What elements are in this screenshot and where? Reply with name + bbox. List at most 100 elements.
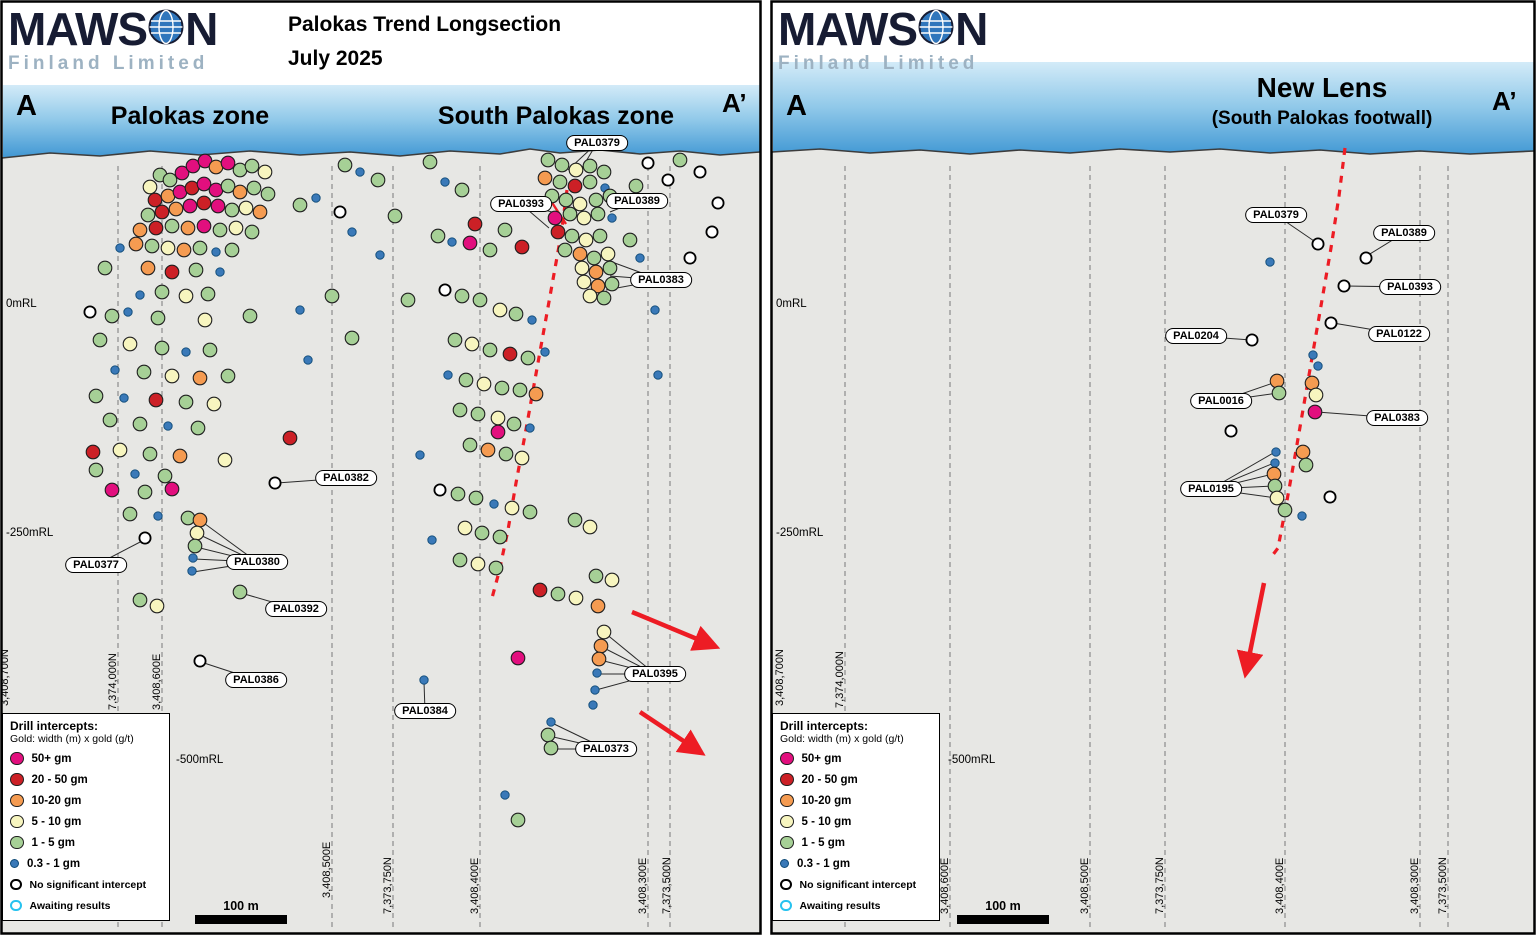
mawson-wordmark: MAWS N xyxy=(778,6,988,52)
legend-label: 50+ gm xyxy=(31,752,72,765)
drill-intercept-dot-g10 xyxy=(537,170,553,186)
drill-intercept-dot-g50 xyxy=(174,165,190,181)
drill-intercept-dot-ns xyxy=(1359,251,1373,265)
drill-intercept-dot-g1 xyxy=(562,206,578,222)
legend-label: 20 - 50 gm xyxy=(801,773,858,786)
hole-label-pal0377: PAL0377 xyxy=(65,557,127,573)
drill-intercept-dot-g1 xyxy=(157,468,173,484)
drill-intercept-dot-g10 xyxy=(192,370,208,386)
drill-intercept-dot-b xyxy=(119,393,129,403)
drill-intercept-dot-g10 xyxy=(593,638,609,654)
drill-intercept-dot-g1 xyxy=(154,340,170,356)
elevation-label: -250mRL xyxy=(6,527,54,539)
drill-intercept-dot-g1 xyxy=(212,222,228,238)
drill-intercept-dot-ns xyxy=(268,476,282,490)
coordinate-label: 7,374,000N xyxy=(107,653,119,710)
coordinate-label: 3,408,700N xyxy=(0,649,11,706)
drill-intercept-dot-b xyxy=(440,177,450,187)
drill-intercept-dot-g1 xyxy=(604,276,620,292)
drill-intercept-dot-g5 xyxy=(470,556,486,572)
right-panel-sky-band xyxy=(772,62,1534,164)
drill-intercept-dot-g20 xyxy=(164,264,180,280)
drill-intercept-dot-g1 xyxy=(220,368,236,384)
legend-dot-ns xyxy=(780,878,792,891)
drill-intercept-dot-g1 xyxy=(400,292,416,308)
hole-label-pal0393: PAL0393 xyxy=(1379,279,1441,295)
drill-intercept-dot-g1 xyxy=(88,462,104,478)
drill-intercept-dot-ns xyxy=(641,156,655,170)
legend-dot-aw xyxy=(780,899,792,912)
drill-intercept-dot-g1 xyxy=(1271,385,1287,401)
legend-item-g20: 20 - 50 gm xyxy=(10,769,162,790)
hole-label-pal0383: PAL0383 xyxy=(630,272,692,288)
drill-intercept-dot-g1 xyxy=(104,308,120,324)
drill-intercept-dot-g20 xyxy=(282,430,298,446)
legend-label: 10-20 gm xyxy=(31,794,82,807)
drill-intercept-dot-g5 xyxy=(476,376,492,392)
drill-intercept-dot-g10 xyxy=(252,204,268,220)
drill-intercept-dot-g1 xyxy=(512,382,528,398)
drill-intercept-dot-b xyxy=(181,347,191,357)
drill-intercept-dot-ns xyxy=(1311,237,1325,251)
drill-intercept-dot-g1 xyxy=(162,172,178,188)
drill-intercept-dot-ns xyxy=(1337,279,1351,293)
brand-text-pre: MAWS xyxy=(8,3,148,55)
drill-intercept-dot-ns xyxy=(711,196,725,210)
drill-intercept-dot-b xyxy=(427,535,437,545)
drill-intercept-dot-g5 xyxy=(228,220,244,236)
drill-intercept-dot-b xyxy=(188,553,198,563)
drill-intercept-dot-g5 xyxy=(582,288,598,304)
legend-item-aw: Awaiting results xyxy=(10,895,162,916)
hole-label-pal0379: PAL0379 xyxy=(1245,207,1307,223)
drill-intercept-dot-g1 xyxy=(540,727,556,743)
drill-intercept-dot-g5 xyxy=(568,590,584,606)
drill-intercept-dot-g10 xyxy=(480,442,496,458)
zone-title-south-palokas: South Palokas zone xyxy=(437,102,675,130)
coordinate-label: 3,408,700N xyxy=(774,649,786,706)
drill-intercept-dot-g1 xyxy=(188,262,204,278)
coordinate-label: 7,374,000N xyxy=(834,651,846,708)
drill-intercept-dot-ns xyxy=(1245,333,1259,347)
drill-intercept-dot-ns xyxy=(705,225,719,239)
drill-intercept-dot-g1 xyxy=(510,812,526,828)
hole-label-pal0380: PAL0380 xyxy=(226,554,288,570)
drill-intercept-dot-g10 xyxy=(140,260,156,276)
drill-intercept-dot-g1 xyxy=(602,260,618,276)
legend-item-b: 0.3 - 1 gm xyxy=(780,853,932,874)
drill-intercept-dot-g1 xyxy=(242,308,258,324)
drill-intercept-dot-b xyxy=(415,450,425,460)
drill-intercept-dot-g1 xyxy=(567,512,583,528)
hole-label-pal0122: PAL0122 xyxy=(1368,326,1430,342)
drill-intercept-dot-g1 xyxy=(488,560,504,576)
drill-intercept-dot-ns xyxy=(1323,490,1337,504)
drill-intercept-dot-g5 xyxy=(1308,387,1324,403)
drill-intercept-dot-g20 xyxy=(196,195,212,211)
structure-trend-dashed-line xyxy=(1270,147,1347,557)
drill-intercept-dot-g1 xyxy=(344,330,360,346)
drill-intercept-dot-g5 xyxy=(572,196,588,212)
zone-subtitle-new-lens: (South Palokas footwall) xyxy=(1211,108,1433,129)
drill-intercept-dot-g20 xyxy=(532,582,548,598)
drill-intercept-dot-g5 xyxy=(149,598,165,614)
legend-dot-g1 xyxy=(10,835,24,850)
drill-intercept-dot-g1 xyxy=(187,538,203,554)
drill-intercept-dot-g1 xyxy=(422,154,438,170)
drill-intercept-dot-g20 xyxy=(567,178,583,194)
section-marker-aprime-right-panel: A’ xyxy=(1492,86,1517,116)
drill-intercept-dot-g5 xyxy=(574,260,590,276)
drill-intercept-dot-g1 xyxy=(458,372,474,388)
legend-dot-aw xyxy=(10,899,22,912)
drill-intercept-dot-b xyxy=(347,227,357,237)
drill-intercept-dot-g1 xyxy=(543,740,559,756)
drill-intercept-dot-ns xyxy=(693,165,707,179)
drill-intercept-dot-b xyxy=(592,668,602,678)
drill-intercept-dot-g1 xyxy=(622,232,638,248)
drill-intercept-dot-g1 xyxy=(1267,478,1283,494)
scale-bar: 100 m xyxy=(957,899,1049,924)
legend-label: 0.3 - 1 gm xyxy=(27,857,81,870)
drill-intercept-dot-b xyxy=(588,700,598,710)
drill-intercept-dot-g5 xyxy=(142,179,158,195)
drill-intercept-dot-g1 xyxy=(180,510,196,526)
drill-intercept-dot-g20 xyxy=(514,239,530,255)
coordinate-label: 3,408,600E xyxy=(939,858,951,914)
